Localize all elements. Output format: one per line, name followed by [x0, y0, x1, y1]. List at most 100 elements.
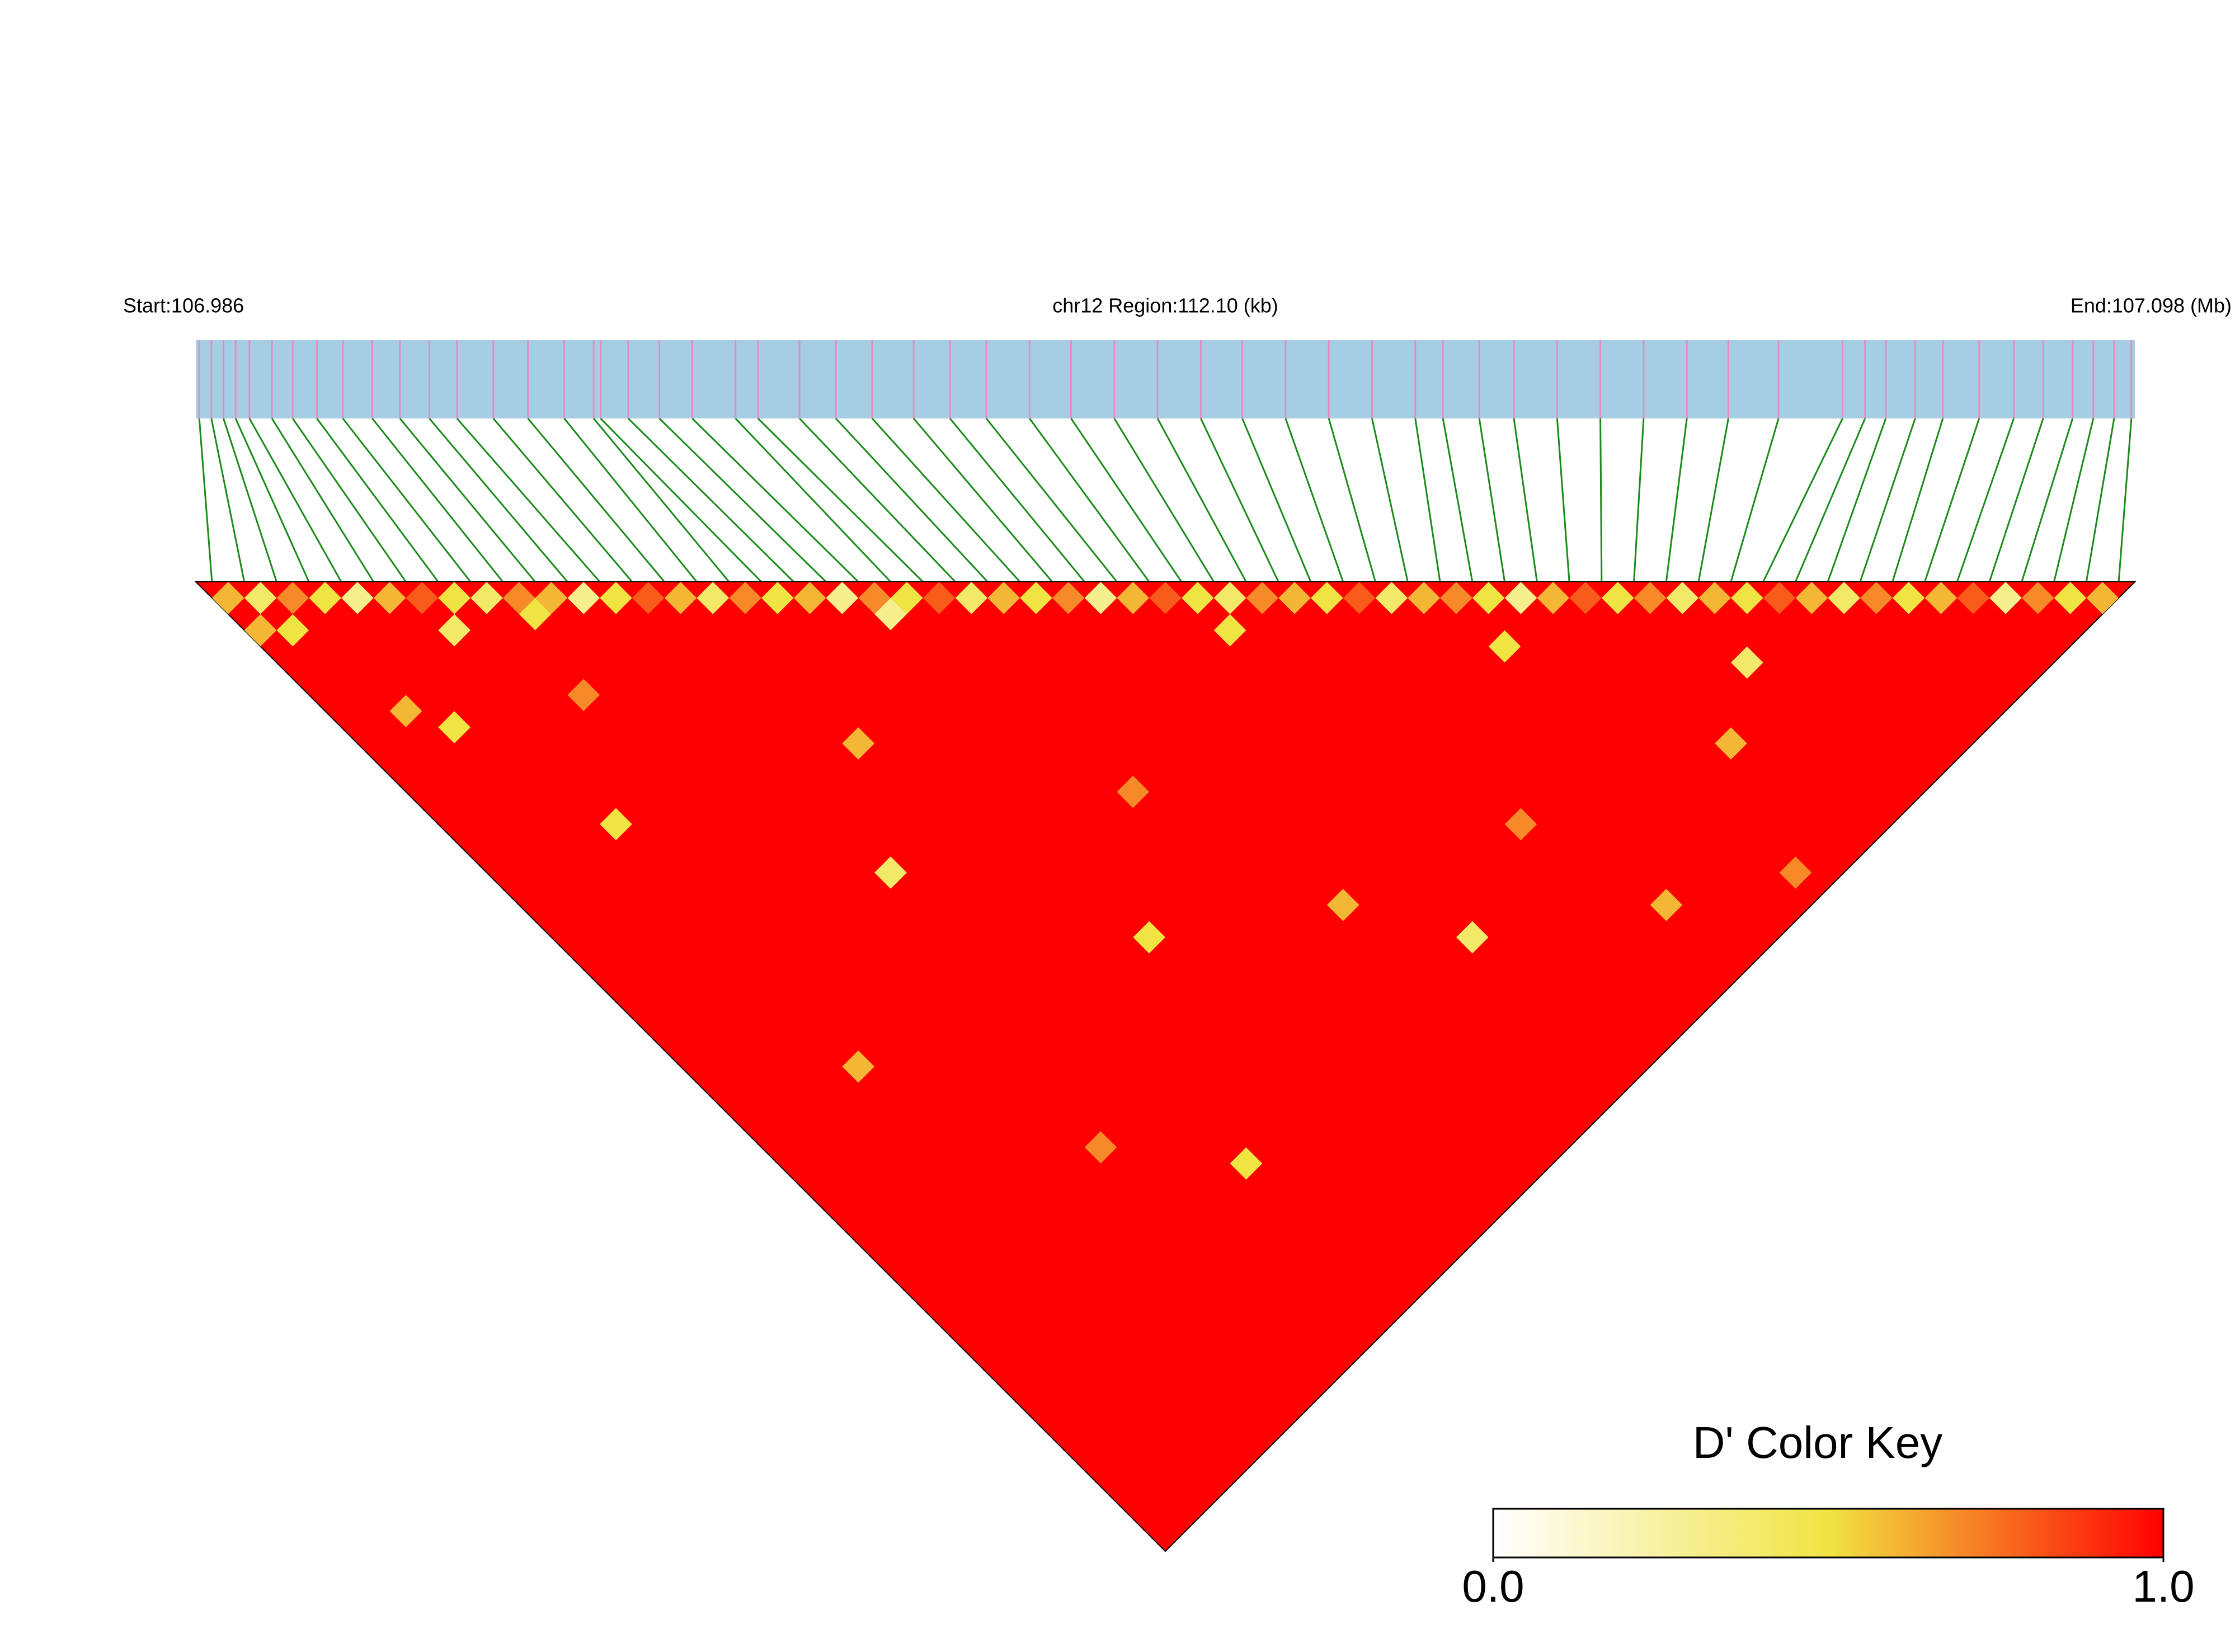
ld-cell — [502, 582, 535, 614]
snp-connector — [1478, 418, 1506, 582]
snp-connector — [429, 418, 568, 582]
ld-cell — [1149, 582, 1182, 614]
ld-cell — [1860, 582, 1893, 614]
snp-connector — [592, 418, 730, 582]
snp-connector — [1241, 418, 1312, 582]
snp-connector — [735, 417, 892, 583]
ld-cell — [1343, 582, 1376, 614]
region-label: chr12 Region:112.10 (kb) — [1052, 294, 1278, 317]
ld-cell — [438, 614, 471, 647]
ld-cell — [389, 695, 422, 727]
snp-connector — [2085, 418, 2115, 582]
ld-cell — [1650, 888, 1683, 921]
ld-cell — [1488, 630, 1521, 663]
snp-connector — [1513, 418, 1538, 582]
ld-cell — [2086, 582, 2119, 614]
ld-cell — [1989, 582, 2022, 614]
snp-connector — [291, 418, 407, 582]
snp-connector — [1556, 418, 1570, 582]
snp-connector — [1284, 418, 1344, 582]
snp-connector — [2053, 418, 2095, 582]
snp-connector — [1156, 418, 1247, 582]
ld-cell — [1181, 582, 1214, 614]
ld-cell — [2054, 582, 2087, 614]
ld-cell — [826, 582, 859, 614]
ld-cell — [1634, 582, 1667, 614]
ld-cell — [1456, 921, 1489, 954]
ld-cell — [1020, 582, 1052, 614]
ld-cell — [1730, 582, 1763, 614]
snp-connector — [1697, 418, 1729, 582]
snp-connector — [2118, 418, 2133, 582]
snp-connector — [1924, 418, 1980, 582]
ld-cell — [406, 582, 439, 614]
start-label: Start:106.986 — [123, 294, 244, 317]
snp-connector — [835, 417, 989, 583]
snp-connector — [1414, 418, 1441, 582]
ld-cell — [1569, 582, 1602, 614]
ld-cell — [373, 582, 406, 614]
key-tick-label: 1.0 — [2132, 1561, 2194, 1611]
ld-cell — [1892, 582, 1925, 614]
ld-cell — [874, 597, 907, 630]
snp-connector — [1200, 418, 1279, 582]
ld-cell — [1213, 614, 1246, 647]
snp-connector — [223, 418, 277, 582]
snp-connector — [563, 418, 698, 582]
ld-cell — [987, 582, 1020, 614]
snp-connector — [371, 418, 504, 582]
ld-cell — [1957, 582, 1990, 614]
snp-connector — [1762, 418, 1843, 582]
ld-cell — [309, 582, 341, 614]
snp-connector — [798, 417, 956, 583]
snp-connector — [1029, 418, 1150, 582]
ld-cell — [842, 727, 875, 760]
snp-connector — [399, 418, 536, 582]
ld-cell — [761, 582, 794, 614]
snp-connector — [627, 417, 794, 583]
snp-connector — [210, 418, 246, 582]
ld-cell — [1828, 582, 1860, 614]
ld-cell — [793, 582, 826, 614]
snp-connector — [1891, 418, 1944, 582]
snp-connector — [342, 418, 472, 582]
snp-connector — [1113, 418, 1215, 582]
ld-cell — [1763, 582, 1796, 614]
snp-bar — [196, 340, 2135, 418]
ld-cell — [1408, 582, 1441, 614]
ld-cell — [470, 582, 503, 614]
snp-connector — [691, 417, 859, 583]
snp-connector — [248, 418, 342, 582]
ld-cell — [1666, 582, 1699, 614]
ld-cell — [1472, 582, 1505, 614]
snp-connector — [985, 418, 1118, 582]
ld-cell — [1795, 582, 1828, 614]
snp-connector — [1730, 418, 1780, 582]
ld-cell — [244, 614, 277, 647]
ld-cell — [1375, 582, 1408, 614]
snp-connector — [1328, 418, 1376, 582]
ld-cell — [697, 582, 730, 614]
snp-connector — [1599, 418, 1603, 582]
snp-connector — [949, 418, 1085, 582]
ld-cell — [842, 1050, 875, 1083]
snp-connector — [757, 417, 924, 583]
snp-connector — [234, 418, 310, 582]
snp-connector — [1442, 418, 1474, 582]
snp-connector — [1988, 418, 2044, 582]
ld-cell — [1310, 582, 1343, 614]
snp-connector — [316, 418, 439, 582]
ld-cell — [567, 582, 600, 614]
ld-cell — [244, 582, 277, 614]
ld-cell — [1117, 775, 1150, 808]
ld-cell — [535, 582, 568, 614]
ld-cell — [858, 582, 891, 614]
snp-connector — [912, 418, 1053, 582]
ld-cell — [955, 582, 988, 614]
snp-connector — [1070, 418, 1183, 582]
ld-cell — [1117, 582, 1150, 614]
ld-cell — [1537, 582, 1570, 614]
snp-connector — [198, 418, 213, 582]
